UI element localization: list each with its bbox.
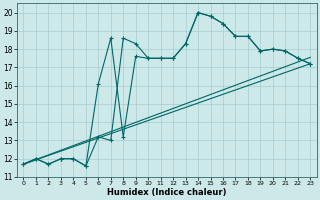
- X-axis label: Humidex (Indice chaleur): Humidex (Indice chaleur): [107, 188, 227, 197]
